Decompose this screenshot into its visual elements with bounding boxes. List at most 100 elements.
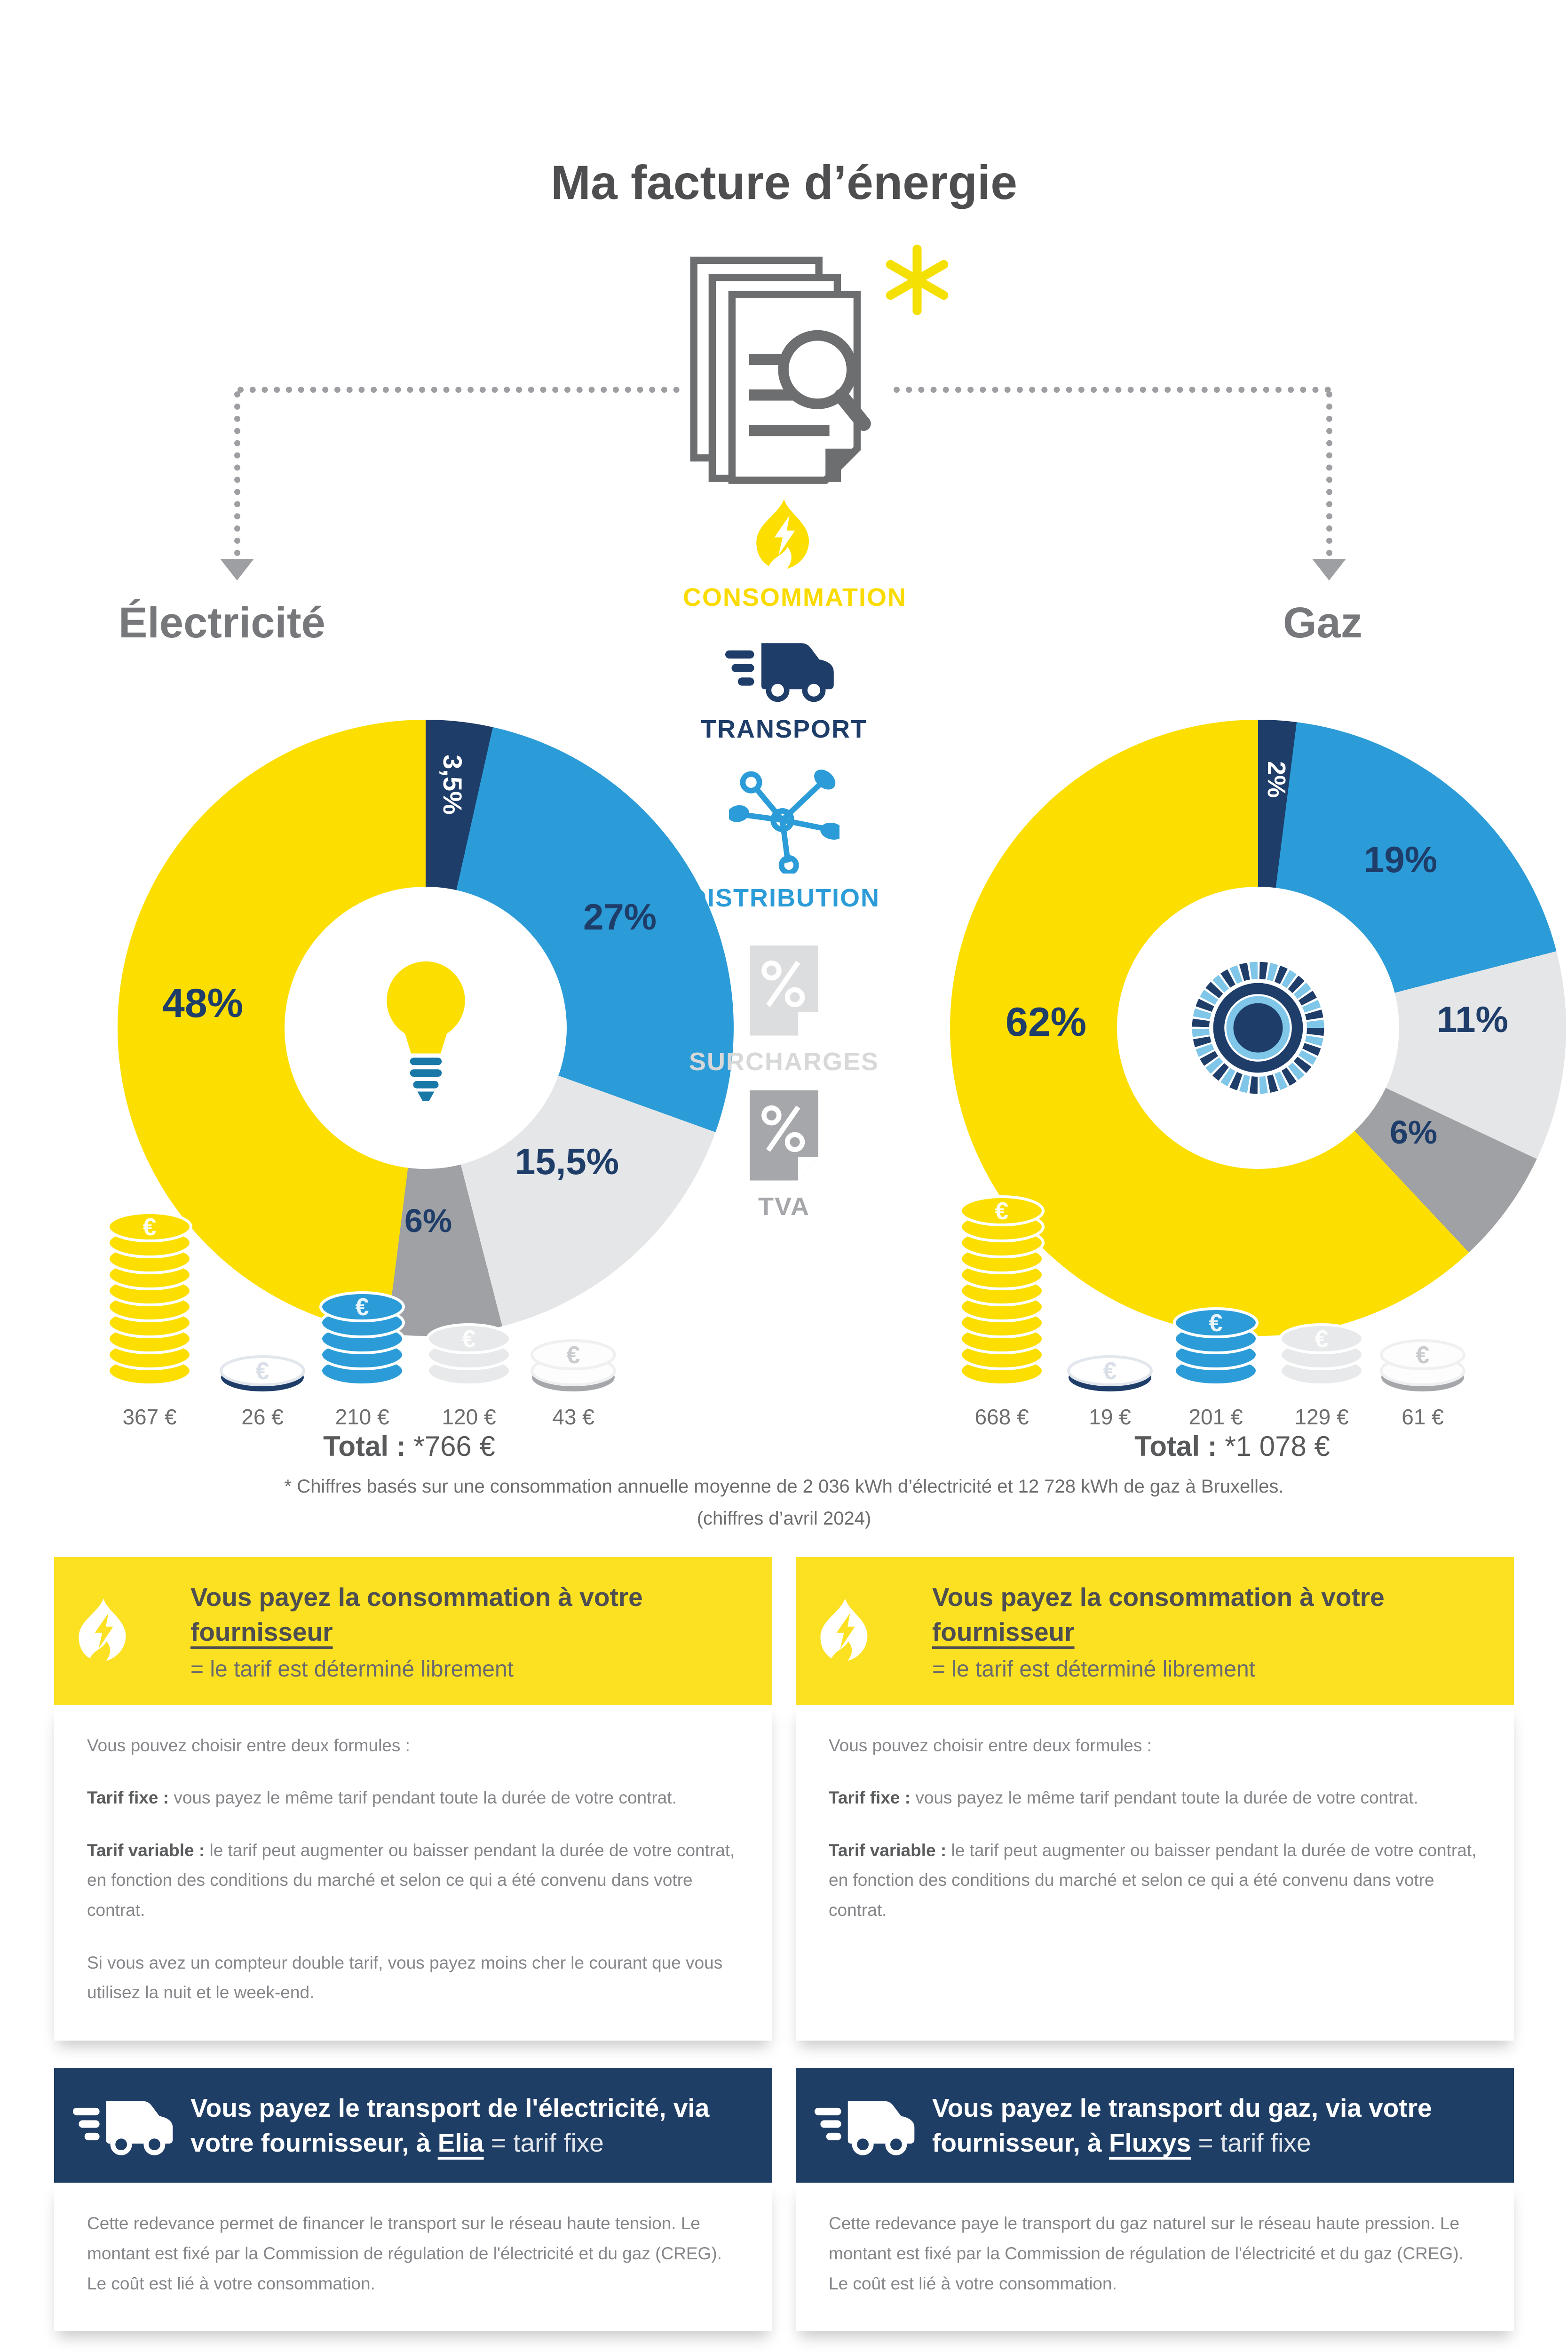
coin-stack-distribution: € bbox=[1169, 1303, 1263, 1392]
card-title: Vous payez la consommation à votre fourn… bbox=[932, 1582, 1385, 1647]
gas-heading: Gaz bbox=[1283, 599, 1362, 647]
coin-stack-tva: € bbox=[526, 1335, 620, 1392]
invoice-magnifier-icon bbox=[687, 256, 875, 487]
slice-label: 11% bbox=[1437, 999, 1508, 1040]
flow-step-label: DISTRIBUTION bbox=[688, 884, 880, 912]
paragraph: Cette redevance paye le transport du gaz… bbox=[829, 2214, 1464, 2293]
paragraph: Vous pouvez choisir entre deux formules … bbox=[829, 1735, 1152, 1755]
coin-amount: 26 € bbox=[241, 1405, 284, 1429]
flame-bolt-icon bbox=[815, 1586, 876, 1676]
dotted-connector-right bbox=[894, 387, 1331, 393]
card-title: Vous payez le transport de l'électricité… bbox=[190, 2093, 710, 2158]
svg-text:€: € bbox=[1209, 1310, 1223, 1337]
svg-text:€: € bbox=[462, 1326, 476, 1353]
slice-label: 15,5% bbox=[515, 1141, 619, 1182]
asterisk-icon bbox=[882, 245, 952, 315]
flow-step-tva: TVA bbox=[683, 1090, 885, 1221]
svg-text:€: € bbox=[356, 1294, 369, 1321]
card-body: Vous pouvez choisir entre deux formules … bbox=[796, 1704, 1514, 2041]
card-body: Cette redevance permet de financer le tr… bbox=[54, 2183, 772, 2332]
consumption-cards-row: Vous payez la consommation à votre fourn… bbox=[54, 1557, 1514, 2041]
card-header: Vous payez la consommation à votre fourn… bbox=[796, 1557, 1514, 1705]
dotted-connector-right-down bbox=[1326, 391, 1332, 556]
card-body: Vous pouvez choisir entre deux formules … bbox=[54, 1704, 772, 2041]
electricity-heading: Électricité bbox=[119, 599, 325, 647]
coin-stack-consommation: € bbox=[103, 1207, 197, 1392]
coin-amount: 367 € bbox=[122, 1405, 177, 1429]
coin-amount: 129 € bbox=[1294, 1405, 1349, 1429]
light-bulb-icon bbox=[373, 954, 479, 1102]
dotted-connector-left bbox=[238, 387, 680, 393]
card-transport-gas: Vous payez le transport du gaz, via votr… bbox=[796, 2067, 1514, 2332]
slice-label: 27% bbox=[583, 896, 657, 938]
flow-step-consommation: CONSOMMATION bbox=[683, 498, 907, 612]
card-title: Vous payez la consommation à votre fourn… bbox=[190, 1582, 643, 1647]
page-title: Ma facture d’énergie bbox=[551, 156, 1017, 209]
svg-text:€: € bbox=[1103, 1358, 1117, 1385]
network-icon bbox=[729, 763, 839, 874]
overview-section: Ma facture d’énergie Électricité Gaz 3,5… bbox=[103, 156, 1566, 1529]
dotted-connector-left-down bbox=[234, 391, 240, 556]
card-subtitle: = le tarif est déterminé librement bbox=[190, 1656, 514, 1682]
card-header: Vous payez le transport de l'électricité… bbox=[54, 2067, 772, 2183]
footnote-line1: * Chiffres basés sur une consommation an… bbox=[284, 1476, 1284, 1497]
slice-label: 62% bbox=[1006, 1000, 1087, 1045]
flow-step-distribution: DISTRIBUTION bbox=[683, 763, 885, 913]
paragraph: Tarif variable : le tarif peut augmenter… bbox=[829, 1840, 1477, 1920]
electricity-donut-center bbox=[285, 887, 567, 1169]
coin-amount: 201 € bbox=[1188, 1405, 1243, 1429]
card-subtitle: = le tarif est déterminé librement bbox=[932, 1656, 1255, 1682]
slice-label: 6% bbox=[404, 1202, 452, 1239]
slice-label: 6% bbox=[1390, 1114, 1438, 1151]
flow-step-label: SURCHARGES bbox=[689, 1048, 879, 1076]
electricity-donut-chart: 3,5% 27% 15,5% 6% 48% bbox=[118, 720, 734, 1336]
flame-bolt-icon bbox=[749, 498, 819, 573]
truck-icon bbox=[815, 2092, 923, 2158]
card-consumption-gas: Vous payez la consommation à votre fourn… bbox=[796, 1557, 1514, 2041]
coin-amount: 19 € bbox=[1089, 1405, 1131, 1429]
paragraph: Tarif variable : le tarif peut augmenter… bbox=[87, 1840, 735, 1920]
coin-stack-consommation: € bbox=[955, 1191, 1049, 1392]
gas-donut-center bbox=[1117, 887, 1399, 1169]
card-header: Vous payez la consommation à votre fourn… bbox=[54, 1557, 772, 1705]
svg-text:€: € bbox=[995, 1198, 1009, 1225]
svg-text:€: € bbox=[143, 1214, 157, 1241]
paragraph: Si vous avez un compteur double tarif, v… bbox=[87, 1953, 723, 2002]
paragraph: Cette redevance permet de financer le tr… bbox=[87, 2214, 722, 2293]
arrow-down-icon bbox=[220, 559, 254, 580]
paragraph: Tarif fixe : vous payez le même tarif pe… bbox=[829, 1788, 1418, 1808]
arrow-down-icon bbox=[1312, 559, 1346, 580]
truck-icon bbox=[725, 634, 843, 705]
coin-stack-surcharges: € bbox=[1275, 1319, 1369, 1392]
card-title: Vous payez le transport du gaz, via votr… bbox=[932, 2093, 1432, 2158]
paragraph: Tarif fixe : vous payez le même tarif pe… bbox=[87, 1788, 677, 1808]
svg-text:€: € bbox=[1315, 1326, 1329, 1353]
card-header: Vous payez le transport du gaz, via votr… bbox=[796, 2067, 1514, 2183]
card-body: Cette redevance paye le transport du gaz… bbox=[796, 2183, 1514, 2332]
transport-cards-row: Vous payez le transport de l'électricité… bbox=[54, 2067, 1514, 2332]
percent-page-icon bbox=[746, 1090, 822, 1182]
coin-stack-transport: € bbox=[1063, 1351, 1157, 1392]
coin-amount: 210 € bbox=[335, 1405, 389, 1429]
svg-text:€: € bbox=[1416, 1342, 1430, 1369]
paragraph: Vous pouvez choisir entre deux formules … bbox=[87, 1735, 410, 1755]
coin-stack-surcharges: € bbox=[422, 1319, 516, 1392]
coin-stack-transport: € bbox=[215, 1351, 309, 1392]
flow-step-transport: TRANSPORT bbox=[683, 634, 885, 744]
flow-step-surcharges: SURCHARGES bbox=[683, 946, 885, 1076]
truck-icon bbox=[73, 2092, 181, 2158]
flow-step-label: TVA bbox=[758, 1192, 810, 1221]
gas-burner-icon bbox=[1188, 957, 1329, 1098]
coin-amount: 43 € bbox=[552, 1405, 594, 1429]
gas-total: Total : *1 078 € bbox=[1134, 1430, 1330, 1462]
slice-label: 3,5% bbox=[437, 755, 467, 815]
electricity-total: Total : *766 € bbox=[323, 1430, 495, 1462]
slice-label: 2% bbox=[1262, 761, 1291, 798]
coin-amount: 668 € bbox=[974, 1405, 1029, 1429]
flow-step-label: CONSOMMATION bbox=[683, 583, 907, 612]
slice-label: 48% bbox=[162, 981, 244, 1026]
flow-step-label: TRANSPORT bbox=[701, 715, 867, 743]
footnote-line2: (chiffres d’avril 2024) bbox=[697, 1508, 871, 1529]
card-transport-electricity: Vous payez le transport de l'électricité… bbox=[54, 2067, 772, 2332]
gas-donut-chart: 2% 19% 11% 6% 62% bbox=[950, 720, 1566, 1336]
